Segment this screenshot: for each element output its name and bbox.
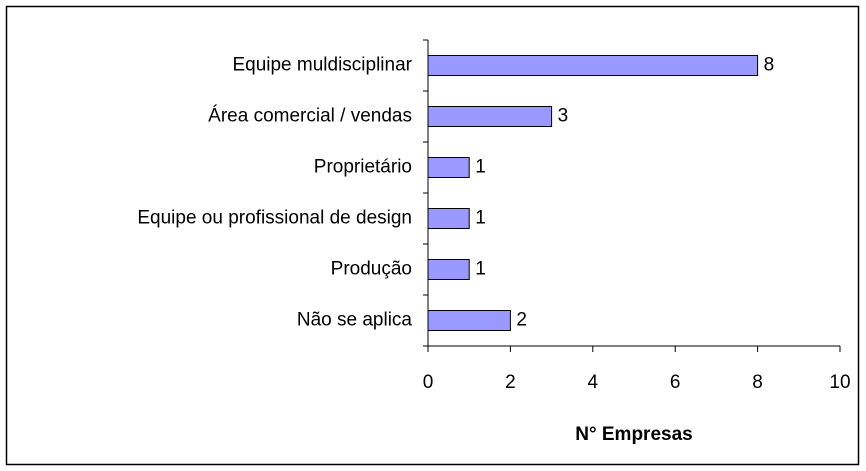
y-tick-label: Produção bbox=[331, 259, 412, 280]
data-label: 8 bbox=[764, 55, 775, 76]
data-label: 1 bbox=[475, 208, 486, 229]
bar bbox=[427, 208, 470, 229]
data-label: 2 bbox=[516, 310, 527, 331]
x-tick-label: 4 bbox=[588, 372, 599, 393]
y-tick-label: Equipe ou profissional de design bbox=[137, 208, 412, 229]
x-axis-title: N° Empresas bbox=[575, 424, 692, 445]
x-tick-label: 0 bbox=[423, 372, 434, 393]
x-tick-label: 10 bbox=[829, 372, 850, 393]
bar bbox=[427, 259, 470, 280]
y-tick-label: Área comercial / vendas bbox=[208, 106, 412, 127]
y-tick-label: Proprietário bbox=[314, 157, 412, 178]
data-label: 1 bbox=[475, 157, 486, 178]
data-label: 3 bbox=[558, 106, 569, 127]
x-tick-label: 8 bbox=[752, 372, 763, 393]
x-tick-label: 6 bbox=[670, 372, 681, 393]
chart-frame bbox=[5, 5, 860, 466]
bar bbox=[427, 157, 470, 178]
y-tick-label: Equipe muldisciplinar bbox=[232, 55, 412, 76]
bar bbox=[427, 106, 553, 127]
data-label: 1 bbox=[475, 259, 486, 280]
bar bbox=[427, 310, 511, 331]
y-tick-label: Não se aplica bbox=[297, 310, 413, 331]
bar bbox=[427, 55, 759, 76]
x-tick-label: 2 bbox=[505, 372, 516, 393]
